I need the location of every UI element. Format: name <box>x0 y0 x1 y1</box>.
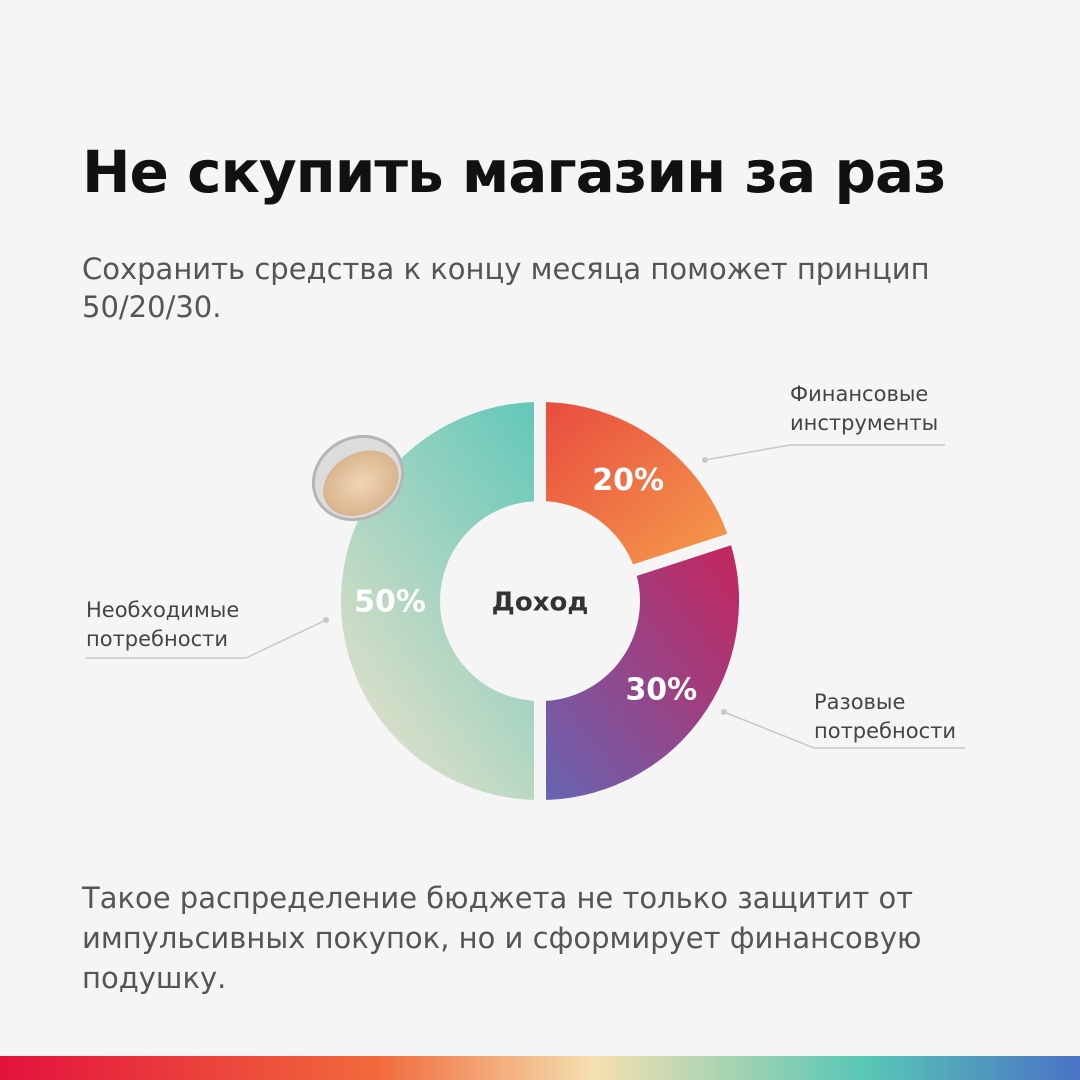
donut-segment <box>534 390 741 578</box>
coin-face <box>323 450 399 516</box>
category-label: Разовые потребности <box>814 690 957 743</box>
leader-lines <box>86 444 965 749</box>
category-label: Финансовые инструменты <box>790 382 939 435</box>
center-label: Доход <box>492 588 589 618</box>
category-label: Необходимые потребности <box>86 598 240 651</box>
donut-segment <box>534 531 751 812</box>
bottom-bar <box>0 1056 1080 1080</box>
footer-text: Такое распределение бюджета не только за… <box>82 881 922 995</box>
value-label: 20% <box>592 463 664 498</box>
title: Не скупить магазин за раз <box>82 138 947 206</box>
coin-icon <box>311 434 405 522</box>
value-label: 30% <box>625 673 697 708</box>
subtitle: Сохранить средства к концу месяца поможе… <box>82 252 930 324</box>
value-label: 50% <box>354 585 426 620</box>
